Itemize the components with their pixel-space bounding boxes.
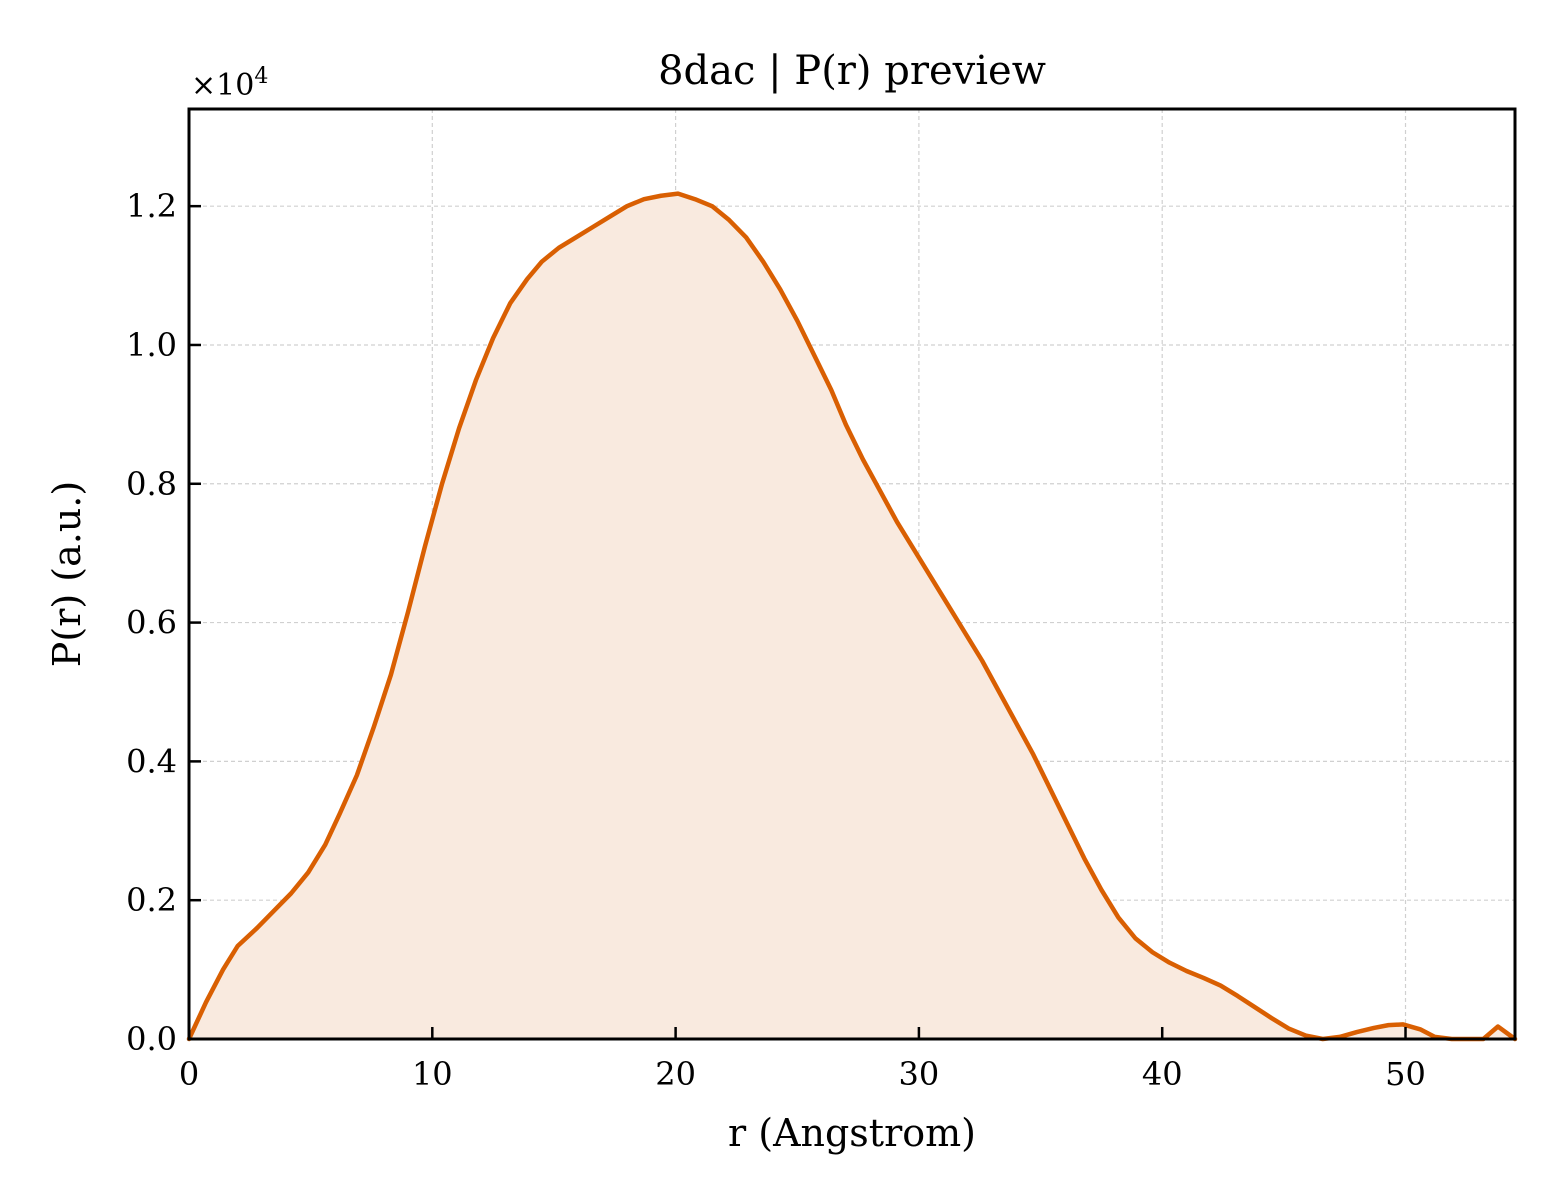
x-tick-label: 10 [412,1055,453,1093]
y-tick-label: 0.6 [126,604,177,642]
x-tick-label: 40 [1142,1055,1183,1093]
area-fill [189,193,1515,1040]
y-tick-label: 0.4 [126,742,177,780]
y-tick-label: 1.0 [126,326,177,364]
y-tick-label: 0.8 [126,465,177,503]
chart-title: 8dac | P(r) preview [658,48,1046,94]
x-tick-label: 50 [1385,1055,1426,1093]
y-offset-base: ×10 [191,68,254,103]
y-tick-label: 0.0 [126,1020,177,1058]
series-line [186,191,1518,1042]
y-tick-label: 1.2 [126,187,177,225]
axis-ticks: 0 10 20 30 40 50 0.0 0.2 0.4 0.6 0.8 1.0 1.2 [126,187,1426,1093]
y-offset-label: ×104 [191,64,268,103]
x-axis-label: r (Angstrom) [728,1111,976,1155]
x-tick-label: 20 [655,1055,696,1093]
x-tick-label: 30 [899,1055,940,1093]
y-tick-label: 0.2 [126,881,177,919]
x-tick-label: 0 [179,1055,199,1093]
y-offset-exponent: 4 [254,64,268,89]
y-axis-label: P(r) (a.u.) [45,481,89,667]
plot-frame [187,107,1517,1041]
